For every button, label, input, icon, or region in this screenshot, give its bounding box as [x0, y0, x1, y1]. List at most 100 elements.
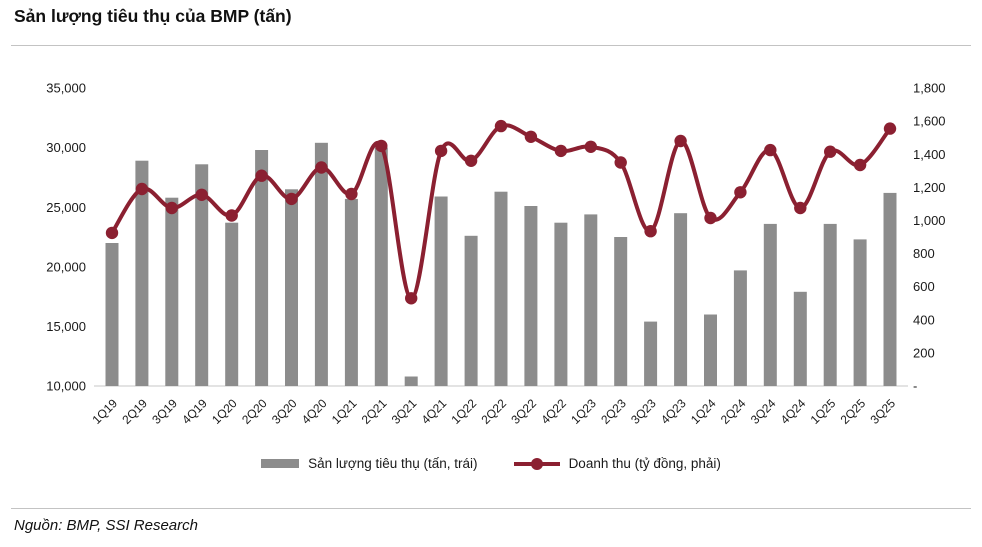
x-axis-tick-label: 3Q22	[508, 396, 539, 427]
revenue-point	[375, 139, 388, 153]
volume-bar	[135, 160, 149, 386]
volume-bar	[614, 237, 628, 386]
x-axis-tick-label: 4Q21	[419, 396, 450, 427]
volume-bar	[584, 214, 598, 386]
volume-bar	[524, 206, 538, 386]
legend-bar-label: Sản lượng tiêu thụ (tấn, trái)	[308, 456, 478, 471]
chart-legend: Sản lượng tiêu thụ (tấn, trái) Doanh thu…	[0, 456, 982, 471]
y-axis-right-tick-label: 1,200	[913, 180, 946, 195]
revenue-point	[135, 182, 149, 196]
revenue-point	[494, 119, 508, 133]
y-axis-right-tick-label: 1,800	[913, 81, 946, 96]
x-axis-tick-label: 4Q20	[299, 396, 330, 427]
x-axis-tick-label: 4Q23	[658, 396, 689, 427]
volume-bar	[763, 223, 777, 386]
x-axis-tick-label: 1Q23	[568, 396, 599, 427]
volume-bar	[285, 189, 298, 386]
x-axis-tick-label: 4Q22	[538, 396, 569, 427]
y-axis-right-tick-label: 1,600	[913, 114, 946, 129]
volume-bar	[255, 150, 269, 386]
y-axis-right-tick-label: 1,000	[913, 213, 946, 228]
volume-bar	[404, 376, 418, 386]
y-axis-right-tick-label: 1,400	[913, 147, 946, 162]
y-axis-left-tick-label: 10,000	[46, 379, 86, 394]
revenue-point	[285, 192, 298, 206]
revenue-point	[764, 143, 777, 157]
x-axis-tick-label: 1Q24	[688, 396, 719, 427]
x-axis-tick-label: 1Q22	[449, 396, 480, 427]
volume-bar	[853, 239, 867, 386]
volume-bar	[793, 291, 807, 386]
revenue-point	[464, 154, 478, 167]
revenue-point	[345, 187, 358, 201]
revenue-point	[584, 140, 597, 153]
volume-bar	[823, 223, 837, 386]
x-axis-tick-label: 2Q25	[838, 396, 869, 427]
x-axis-tick-label: 2Q21	[359, 396, 390, 427]
volume-bar	[314, 142, 328, 386]
volume-bar	[374, 147, 388, 386]
revenue-point	[824, 145, 837, 158]
chart-canvas: 35,000 30,000 25,000 20,000 15,000 10,000 1,80…	[46, 81, 946, 427]
bar-series-swatch	[261, 459, 300, 468]
y-axis-left-tick-label: 25,000	[46, 200, 86, 215]
volume-bar	[704, 314, 717, 386]
volume-bar	[883, 192, 897, 386]
x-axis-tick-label: 2Q20	[239, 396, 270, 427]
chart-title: Sản lượng tiêu thụ của BMP (tấn)	[14, 6, 292, 26]
x-axis-tick-label: 2Q23	[598, 396, 629, 427]
volume-bar	[344, 198, 358, 386]
revenue-point	[225, 209, 238, 222]
line-series-dot-icon	[530, 457, 543, 470]
revenue-point	[434, 144, 448, 158]
y-axis-left-tick-label: 15,000	[46, 319, 86, 334]
revenue-point	[554, 144, 568, 158]
x-axis-tick-label: 3Q25	[867, 396, 898, 427]
y-axis-right-tick-label: 600	[913, 279, 935, 294]
revenue-point	[704, 211, 717, 225]
x-axis-tick-label: 4Q24	[778, 396, 809, 427]
volume-bar	[554, 222, 568, 386]
footer-divider	[11, 508, 971, 509]
volume-bar	[434, 196, 448, 386]
revenue-point	[734, 186, 747, 199]
x-axis-tick-label: 2Q19	[119, 396, 150, 427]
volume-bar	[105, 243, 119, 386]
revenue-point	[315, 161, 328, 174]
revenue-point	[853, 158, 867, 172]
legend-item-bars: Sản lượng tiêu thụ (tấn, trái)	[261, 456, 478, 471]
x-axis-tick-label: 3Q19	[149, 396, 180, 427]
x-axis-tick-label: 1Q21	[329, 396, 360, 427]
volume-bar	[165, 197, 179, 386]
y-axis-left-tick-label: 30,000	[46, 140, 86, 155]
y-axis-right-tick-label: 800	[913, 246, 935, 261]
y-axis-right-tick-label: -	[913, 379, 917, 394]
revenue-point	[644, 225, 657, 238]
x-axis-tick-label: 3Q24	[748, 396, 779, 427]
volume-bar	[644, 321, 658, 386]
source-note: Nguồn: BMP, SSI Research	[14, 517, 198, 534]
x-axis-tick-label: 2Q24	[718, 396, 749, 427]
revenue-point	[195, 188, 208, 201]
revenue-point	[614, 156, 627, 169]
revenue-point	[674, 134, 687, 148]
revenue-point	[255, 169, 268, 182]
x-axis-tick-label: 2Q22	[478, 396, 509, 427]
volume-bar	[733, 270, 747, 386]
y-axis-left-tick-label: 20,000	[46, 259, 86, 274]
y-axis-right-tick-label: 200	[913, 345, 935, 360]
x-axis-tick-label: 3Q20	[269, 396, 300, 427]
volume-bar	[674, 213, 688, 386]
x-axis-tick-label: 1Q25	[808, 396, 839, 427]
revenue-point	[794, 201, 807, 215]
x-axis-tick-label: 1Q19	[89, 396, 120, 427]
volume-bar	[195, 164, 209, 386]
volume-bar	[225, 222, 239, 386]
line-series-swatch	[513, 457, 560, 470]
revenue-point	[405, 292, 418, 305]
y-axis-left-tick-label: 35,000	[46, 81, 86, 96]
revenue-point	[165, 201, 178, 215]
legend-line-label: Doanh thu (tỷ đồng, phải)	[568, 456, 721, 471]
x-axis-tick-label: 1Q20	[209, 396, 240, 427]
